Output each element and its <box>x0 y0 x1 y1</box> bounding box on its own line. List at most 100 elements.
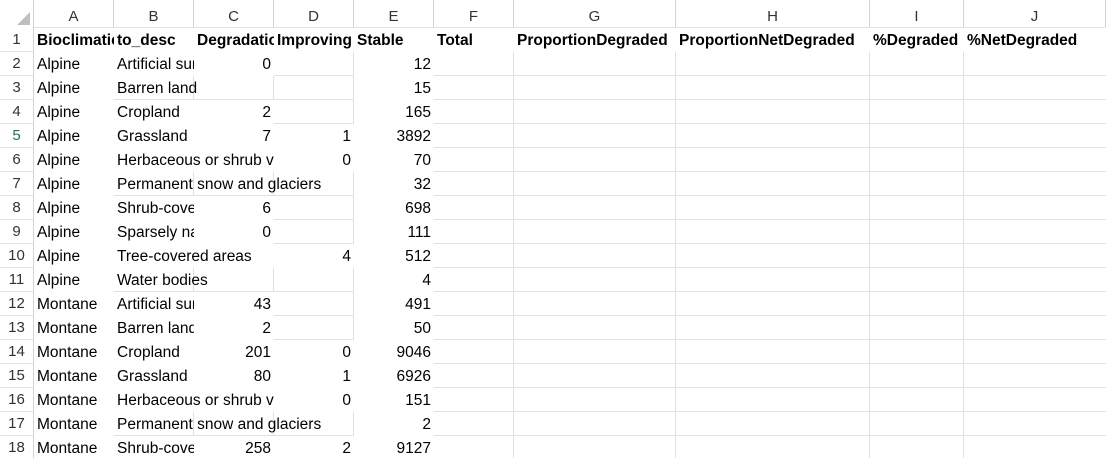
cell-a3[interactable]: Alpine <box>34 76 114 100</box>
row-header-5[interactable]: 5 <box>0 124 34 148</box>
row-header-2[interactable]: 2 <box>0 52 34 76</box>
column-header-c[interactable]: C <box>194 0 274 28</box>
cell-e6[interactable]: 70 <box>354 148 434 172</box>
cell-b13[interactable]: Barren land <box>114 316 194 340</box>
cell-b5[interactable]: Grassland <box>114 124 194 148</box>
cell-a2[interactable]: Alpine <box>34 52 114 76</box>
select-all-button[interactable] <box>0 0 34 28</box>
cell-h1[interactable]: ProportionNetDegraded <box>676 28 870 52</box>
cell-b2[interactable]: Artificial surfaces <box>114 52 194 76</box>
cell-b16[interactable]: Herbaceous or shrub vegetation <box>114 388 274 412</box>
column-header-e[interactable]: E <box>354 0 434 28</box>
cell-e2[interactable]: 12 <box>354 52 434 76</box>
cell-e4[interactable]: 165 <box>354 100 434 124</box>
row-header-7[interactable]: 7 <box>0 172 34 196</box>
cell-a8[interactable]: Alpine <box>34 196 114 220</box>
cell-b6[interactable]: Herbaceous or shrub vegetation <box>114 148 274 172</box>
cell-c2[interactable]: 0 <box>194 52 274 76</box>
column-header-j[interactable]: J <box>964 0 1106 28</box>
cell-a11[interactable]: Alpine <box>34 268 114 292</box>
cell-b4[interactable]: Cropland <box>114 100 194 124</box>
cell-a6[interactable]: Alpine <box>34 148 114 172</box>
cell-c12[interactable]: 43 <box>194 292 274 316</box>
cell-c15[interactable]: 80 <box>194 364 274 388</box>
cell-b17[interactable]: Permanent snow and glaciers <box>117 416 322 433</box>
cell-a14[interactable]: Montane <box>34 340 114 364</box>
cell-e13[interactable]: 50 <box>354 316 434 340</box>
cell-a1[interactable]: Bioclimatic <box>34 28 114 52</box>
cell-a17[interactable]: Montane <box>34 412 114 436</box>
row-header-13[interactable]: 13 <box>0 316 34 340</box>
cell-g1[interactable]: ProportionDegraded <box>514 28 676 52</box>
cell-d6[interactable]: 0 <box>274 148 354 172</box>
cell-c1[interactable]: Degradation <box>194 28 274 52</box>
cell-e17[interactable]: 2 <box>354 412 434 436</box>
cell-d1[interactable]: Improving <box>274 28 354 52</box>
cell-b10[interactable]: Tree-covered areas <box>114 244 274 268</box>
cell-b12[interactable]: Artificial surfaces <box>114 292 194 316</box>
cell-d16[interactable]: 0 <box>274 388 354 412</box>
row-header-9[interactable]: 9 <box>0 220 34 244</box>
cell-b7[interactable]: Permanent snow and glaciers <box>117 176 322 193</box>
cell-a5[interactable]: Alpine <box>34 124 114 148</box>
cell-c18[interactable]: 258 <box>194 436 274 458</box>
cell-e9[interactable]: 111 <box>354 220 434 244</box>
cell-a12[interactable]: Montane <box>34 292 114 316</box>
cell-d18[interactable]: 2 <box>274 436 354 458</box>
column-header-g[interactable]: G <box>514 0 676 28</box>
column-header-f[interactable]: F <box>434 0 514 28</box>
cell-e5[interactable]: 3892 <box>354 124 434 148</box>
cell-d10[interactable]: 4 <box>274 244 354 268</box>
cell-f1[interactable]: Total <box>434 28 514 52</box>
column-header-b[interactable]: B <box>114 0 194 28</box>
cell-e8[interactable]: 698 <box>354 196 434 220</box>
row-header-8[interactable]: 8 <box>0 196 34 220</box>
cell-e12[interactable]: 491 <box>354 292 434 316</box>
cell-b1[interactable]: to_desc <box>114 28 194 52</box>
cell-b11[interactable]: Water bodies <box>117 272 208 289</box>
cell-c8[interactable]: 6 <box>194 196 274 220</box>
cell-a15[interactable]: Montane <box>34 364 114 388</box>
cell-b14[interactable]: Cropland <box>114 340 194 364</box>
cell-a7[interactable]: Alpine <box>34 172 114 196</box>
row-header-14[interactable]: 14 <box>0 340 34 364</box>
row-header-10[interactable]: 10 <box>0 244 34 268</box>
cell-d5[interactable]: 1 <box>274 124 354 148</box>
cell-a13[interactable]: Montane <box>34 316 114 340</box>
cell-c9[interactable]: 0 <box>194 220 274 244</box>
row-header-18[interactable]: 18 <box>0 436 34 458</box>
cell-b3[interactable]: Barren land <box>117 80 198 97</box>
cell-e14[interactable]: 9046 <box>354 340 434 364</box>
cell-e18[interactable]: 9127 <box>354 436 434 458</box>
column-header-h[interactable]: H <box>676 0 870 28</box>
column-header-i[interactable]: I <box>870 0 964 28</box>
cell-e7[interactable]: 32 <box>354 172 434 196</box>
cell-c5[interactable]: 7 <box>194 124 274 148</box>
row-header-6[interactable]: 6 <box>0 148 34 172</box>
cell-d15[interactable]: 1 <box>274 364 354 388</box>
cell-j1[interactable]: %NetDegraded <box>964 28 1106 52</box>
cell-e15[interactable]: 6926 <box>354 364 434 388</box>
row-header-3[interactable]: 3 <box>0 76 34 100</box>
cell-c13[interactable]: 2 <box>194 316 274 340</box>
row-header-15[interactable]: 15 <box>0 364 34 388</box>
cell-e16[interactable]: 151 <box>354 388 434 412</box>
row-header-11[interactable]: 11 <box>0 268 34 292</box>
cell-a4[interactable]: Alpine <box>34 100 114 124</box>
cell-a10[interactable]: Alpine <box>34 244 114 268</box>
row-header-1[interactable]: 1 <box>0 28 34 52</box>
row-header-4[interactable]: 4 <box>0 100 34 124</box>
cell-e11[interactable]: 4 <box>354 268 434 292</box>
column-header-a[interactable]: A <box>34 0 114 28</box>
column-header-d[interactable]: D <box>274 0 354 28</box>
cell-a9[interactable]: Alpine <box>34 220 114 244</box>
cell-e1[interactable]: Stable <box>354 28 434 52</box>
row-header-17[interactable]: 17 <box>0 412 34 436</box>
cell-c4[interactable]: 2 <box>194 100 274 124</box>
cell-i1[interactable]: %Degraded <box>870 28 964 52</box>
cell-a16[interactable]: Montane <box>34 388 114 412</box>
cell-b18[interactable]: Shrub-covered areas <box>114 436 194 458</box>
cell-d14[interactable]: 0 <box>274 340 354 364</box>
cell-e3[interactable]: 15 <box>354 76 434 100</box>
